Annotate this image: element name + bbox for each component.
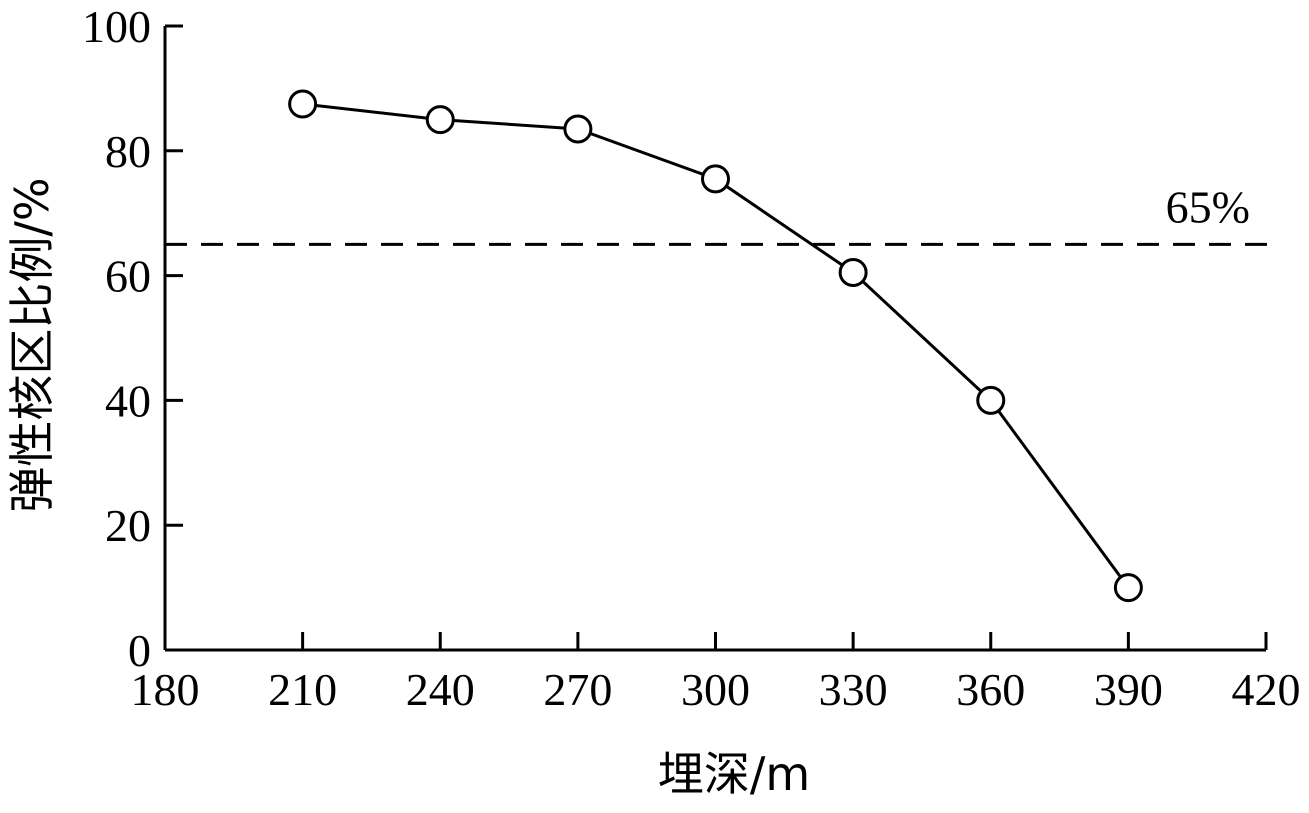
y-tick-label: 80 [105, 126, 151, 177]
y-tick-label: 60 [105, 251, 151, 302]
axes [163, 26, 1266, 652]
x-tick-label: 420 [1232, 664, 1301, 715]
y-ticks: 0 20 40 60 80 100 [82, 1, 183, 676]
y-tick-label: 40 [105, 375, 151, 426]
x-ticks: 180 210 240 270 300 330 360 390 420 [131, 632, 1301, 715]
x-tick-label: 210 [268, 664, 337, 715]
reference-line-group: 65% [165, 181, 1272, 246]
data-point [425, 105, 455, 135]
data-point [1113, 573, 1143, 603]
y-tick-label: 0 [128, 625, 151, 676]
y-tick-label: 100 [82, 1, 151, 52]
data-point [288, 89, 318, 119]
x-tick-label: 360 [956, 664, 1025, 715]
x-tick-label: 330 [819, 664, 888, 715]
data-point [976, 385, 1006, 415]
data-point [563, 114, 593, 144]
data-point [838, 257, 868, 287]
x-axis-title: 埋深/m [658, 747, 810, 801]
x-tick-label: 240 [406, 664, 475, 715]
y-tick-label: 20 [105, 500, 151, 551]
x-tick-label: 390 [1094, 664, 1163, 715]
x-tick-label: 180 [131, 664, 200, 715]
x-tick-label: 300 [681, 664, 750, 715]
x-tick-label: 270 [543, 664, 612, 715]
data-point [701, 164, 730, 194]
y-axis-title: 弹性核区比例/% [5, 177, 59, 512]
series-group [288, 89, 1143, 603]
reference-line-label: 65% [1166, 181, 1250, 232]
